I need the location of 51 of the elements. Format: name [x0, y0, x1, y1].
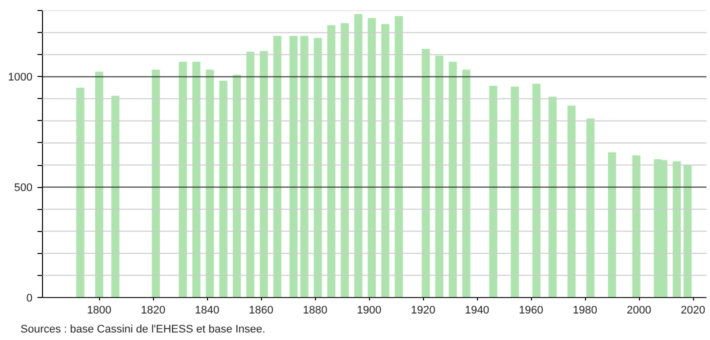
bar: [510, 86, 519, 298]
bar: [111, 96, 120, 298]
bar: [381, 24, 390, 298]
y-tick-label: 500: [14, 182, 33, 194]
x-tick-label: 1800: [86, 304, 112, 316]
bar: [260, 50, 268, 298]
bar: [632, 155, 640, 298]
bar: [300, 36, 308, 298]
bar: [435, 56, 444, 298]
bar: [567, 106, 576, 298]
bar: [354, 14, 362, 298]
y-tick-label: 0: [26, 292, 33, 304]
x-tick-label: 1940: [464, 304, 490, 316]
bar: [289, 36, 298, 298]
bar: [192, 62, 200, 298]
bar: [462, 70, 470, 298]
bar: [340, 23, 349, 298]
x-tick-label: 1820: [140, 304, 166, 316]
bar: [684, 165, 692, 298]
bar: [95, 72, 104, 298]
x-tick-label: 2020: [680, 304, 706, 316]
x-tick-label: 2000: [626, 304, 652, 316]
bar: [232, 74, 241, 298]
x-tick-label: 1920: [410, 304, 436, 316]
x-tick-label: 1840: [194, 304, 220, 316]
bar: [608, 152, 616, 298]
x-tick-label: 1880: [302, 304, 328, 316]
bar: [532, 84, 540, 298]
x-tick-label: 1860: [248, 304, 274, 316]
bar: [76, 88, 84, 298]
bar: [314, 38, 322, 298]
bar: [489, 86, 498, 298]
bar: [152, 70, 160, 298]
source-note: Sources : base Cassini de l'EHESS et base Insee.: [20, 324, 266, 336]
x-tick-label: 1980: [572, 304, 598, 316]
bar: [394, 16, 403, 298]
x-tick-label: 1960: [518, 304, 544, 316]
x-tick-label: 1900: [356, 304, 382, 316]
bar: [206, 70, 214, 298]
bar: [327, 25, 336, 298]
bar: [246, 52, 254, 298]
bar: [273, 36, 282, 298]
bar: [448, 62, 457, 298]
bar: [422, 48, 430, 298]
bar: [548, 96, 557, 298]
bar: [672, 161, 681, 298]
bar: [368, 18, 376, 298]
bar: [586, 118, 594, 298]
bar: [178, 62, 187, 298]
y-tick-label: 1000: [8, 72, 33, 84]
bar: [219, 80, 228, 298]
